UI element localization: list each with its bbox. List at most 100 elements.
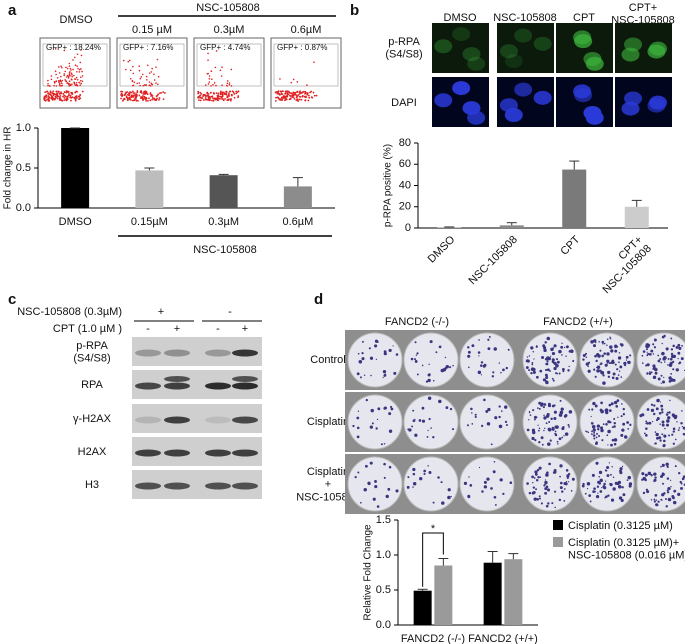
colony [659,439,662,442]
colony [672,344,675,348]
colony [670,352,674,356]
flow-dot [217,94,219,97]
flow-dot [162,98,165,101]
colony [572,359,575,363]
colony [657,504,659,506]
colony [414,358,417,361]
blot-band [205,416,231,424]
header-label: 0.3µM [214,24,245,36]
flow-dot [54,70,57,72]
colony [356,426,360,430]
colony [645,434,648,437]
flow-dot [275,91,278,93]
flow-dot [52,90,55,93]
colony [652,364,656,368]
colony [395,353,399,356]
colony [467,346,470,349]
colony [554,506,556,509]
colony [594,354,597,358]
colony [680,357,684,361]
blot-band [135,382,161,390]
colony [603,342,606,345]
colony [553,362,555,364]
colony [661,411,664,414]
flow-dot [285,92,287,95]
flow-dot [142,84,144,87]
flow-dot [292,94,295,97]
colony [356,372,360,376]
blot-label: RPA [81,379,103,391]
colony [590,415,592,418]
colony [535,375,539,379]
column-label: FANCD2 (+/+) [543,316,613,328]
flow-dot [279,78,281,80]
flow-dot [60,65,62,67]
colony [603,486,607,490]
colony [599,369,602,373]
flow-dot [76,85,79,87]
blot-band [164,382,190,390]
flow-dot [80,79,82,82]
colony [562,370,565,373]
colony [663,434,667,438]
colony [609,337,612,340]
colony [626,421,629,424]
y-tick-label: 40 [399,179,411,191]
colony [615,404,619,408]
colony [612,372,616,376]
gate-label: GFP+ : 18.24% [46,43,101,52]
colony [671,356,674,359]
flow-dot [80,76,82,79]
colony [667,364,669,366]
colony [666,465,669,469]
cell [533,36,552,51]
flow-dot [219,69,222,72]
bar [624,206,649,228]
colony [587,365,589,368]
colony [559,481,563,485]
colony [539,369,543,373]
flow-dot [151,98,153,101]
colony [430,427,432,429]
flow-dot [207,52,209,55]
flow-dot [61,66,63,69]
cell [647,44,666,59]
flow-dot [79,61,82,64]
colony [380,443,383,446]
colony [653,367,657,371]
colony [670,479,672,481]
flow-dot [80,54,83,57]
colony [390,407,394,411]
colony [534,438,537,442]
flow-dot [135,99,138,102]
colony [534,473,538,476]
header-label: NSC-105808 [196,2,260,14]
flow-dot [207,59,209,61]
nucleus [504,108,523,123]
flow-dot [55,85,58,87]
colony [663,334,666,338]
colony [438,345,442,349]
colony [666,411,669,414]
flow-dot [228,82,231,84]
colony [617,356,622,360]
colony [498,362,501,364]
colony [650,408,655,413]
sign: - [228,306,232,318]
flow-dot [285,95,288,98]
colony [601,354,604,358]
flow-dot [216,95,219,98]
header-label: 0.6µM [291,24,322,36]
colony [553,416,557,421]
colony [592,401,596,406]
colony [383,352,387,356]
colony [389,405,393,409]
flow-dot [131,94,133,97]
flow-dot [221,84,223,86]
bar [562,169,587,228]
colony [617,416,619,419]
colony [652,367,655,370]
colony [505,423,508,426]
colony [440,368,445,373]
flow-dot [145,91,148,93]
